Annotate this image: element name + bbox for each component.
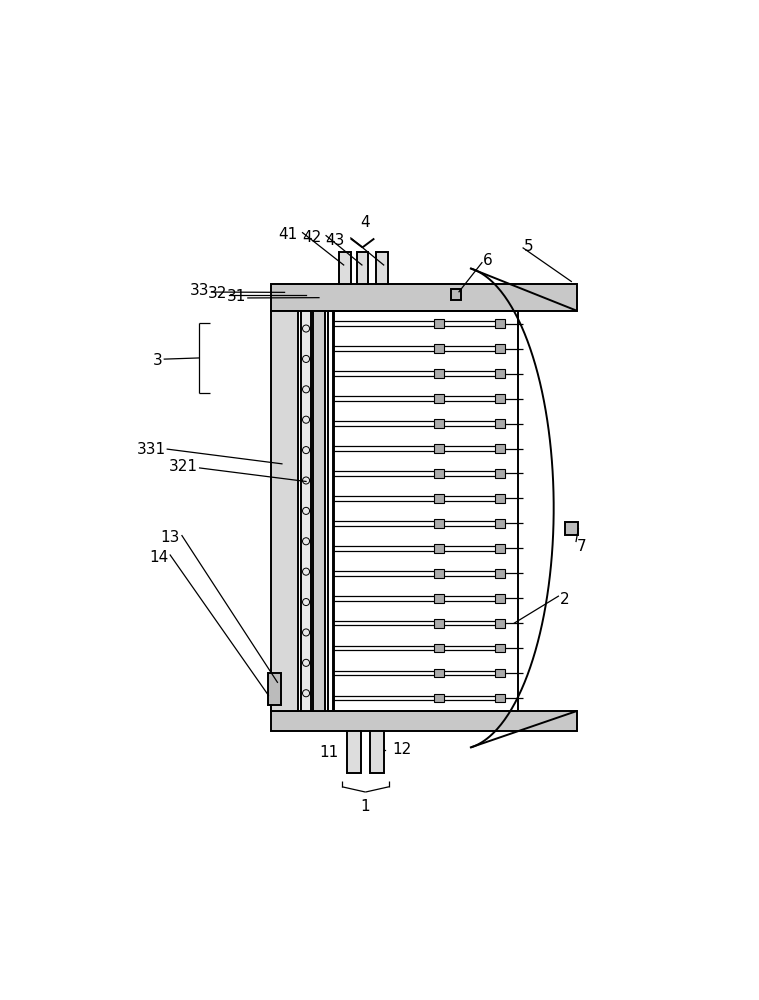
Bar <box>565 522 578 535</box>
Bar <box>433 394 444 403</box>
Bar <box>433 569 444 578</box>
Bar <box>495 394 505 403</box>
Bar <box>433 519 444 528</box>
Text: 14: 14 <box>150 550 168 565</box>
Bar <box>272 311 298 711</box>
Bar <box>433 594 444 603</box>
Bar <box>313 311 325 711</box>
Bar <box>272 284 577 311</box>
Text: 331: 331 <box>137 442 165 457</box>
Text: 33: 33 <box>190 283 209 298</box>
Text: 13: 13 <box>161 530 180 545</box>
Text: 42: 42 <box>302 230 321 245</box>
Bar <box>495 369 505 378</box>
Text: 6: 6 <box>483 253 493 268</box>
Bar <box>376 252 388 284</box>
Bar <box>433 469 444 478</box>
Bar <box>495 644 505 652</box>
Text: 3: 3 <box>153 353 162 368</box>
Bar <box>433 369 444 378</box>
Text: 4: 4 <box>361 215 370 230</box>
Bar <box>495 619 505 628</box>
Bar <box>433 644 444 652</box>
Bar <box>495 669 505 677</box>
Text: 12: 12 <box>392 742 411 757</box>
Bar <box>433 419 444 428</box>
Text: 321: 321 <box>168 459 198 474</box>
Bar <box>433 444 444 453</box>
Text: 43: 43 <box>326 233 345 248</box>
Bar <box>495 494 505 503</box>
Bar <box>433 694 444 702</box>
Bar <box>451 289 461 300</box>
Bar <box>433 344 444 353</box>
Text: 32: 32 <box>208 286 227 301</box>
Bar <box>495 694 505 702</box>
Bar <box>433 319 444 328</box>
Bar <box>495 569 505 578</box>
Text: 5: 5 <box>524 239 534 254</box>
Bar <box>495 544 505 553</box>
Bar <box>272 711 577 731</box>
Text: 41: 41 <box>279 227 298 242</box>
Bar <box>495 344 505 353</box>
Bar <box>495 419 505 428</box>
Bar <box>433 669 444 677</box>
Bar <box>495 444 505 453</box>
Bar <box>495 469 505 478</box>
Bar <box>495 319 505 328</box>
Bar <box>433 544 444 553</box>
Text: 31: 31 <box>227 289 247 304</box>
Text: 7: 7 <box>577 539 587 554</box>
Bar <box>495 594 505 603</box>
Text: 1: 1 <box>361 799 370 814</box>
Bar <box>433 619 444 628</box>
Text: 11: 11 <box>320 745 339 760</box>
Bar <box>301 311 311 711</box>
Bar <box>339 252 351 284</box>
Bar <box>357 252 368 284</box>
Bar <box>347 731 361 773</box>
Bar <box>370 731 384 773</box>
Bar <box>495 519 505 528</box>
Bar <box>269 673 282 705</box>
Text: 2: 2 <box>559 592 569 607</box>
Bar <box>433 494 444 503</box>
